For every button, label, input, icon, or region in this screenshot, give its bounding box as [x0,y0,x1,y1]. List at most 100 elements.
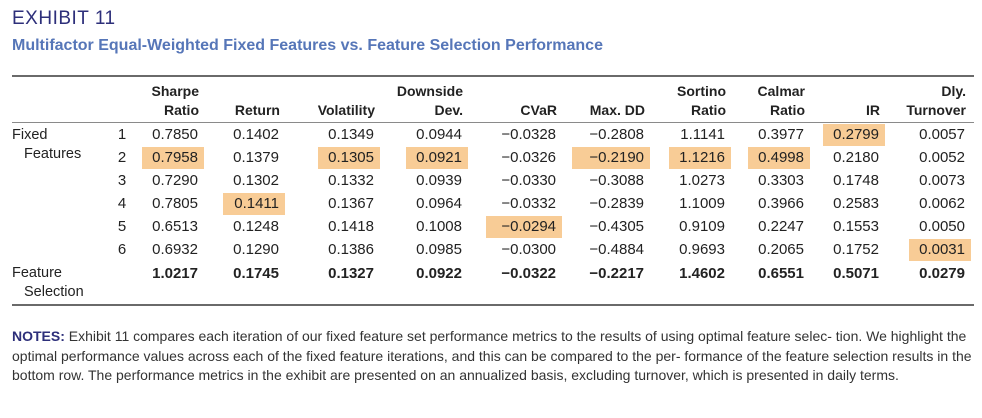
selection-cell: −0.2217 [589,265,644,282]
column-header-line2: Return [234,102,280,118]
table-cell: 0.3303 [758,172,804,189]
selection-cell: 0.6551 [758,265,804,282]
column-header: Dly. Turnover [876,82,966,120]
selection-cell: 0.1745 [233,265,279,282]
table-cell: 0.0073 [919,172,965,189]
table-cell: 0.2065 [758,241,804,258]
column-header-line1: Dly. [941,83,966,99]
column-header-line1 [285,82,375,101]
table-cell: −0.3088 [589,172,644,189]
column-header-line2: Turnover [906,102,966,118]
column-header: Sortino Ratio [636,82,726,120]
selection-cell: −0.0322 [501,265,556,282]
table-cell: 0.0921 [406,147,468,169]
column-header-line1 [467,82,557,101]
table-cell: −0.4884 [589,241,644,258]
table-cell: 0.0052 [919,149,965,166]
column-header: Return [190,82,280,120]
table-cell: −0.4305 [589,218,644,235]
column-header: Downside Dev. [373,82,463,120]
selection-cell: 0.0279 [919,265,965,282]
table-cell: 0.1402 [233,126,279,143]
table-cell: 0.0062 [919,195,965,212]
notes-label: NOTES: [12,328,65,344]
column-header-line1: Calmar [757,83,805,99]
column-header-line2: CVaR [520,102,557,118]
table-cell: −0.2190 [572,147,650,169]
table-cell: 0.7958 [142,147,204,169]
table-cell: 0.6932 [152,241,198,258]
table-cell: 0.2583 [833,195,879,212]
table-cell: 0.7805 [152,195,198,212]
column-header-line1: Downside [396,83,463,99]
selection-cell: 0.0922 [416,265,462,282]
table-cell: 1.1141 [680,126,725,143]
table-cell: −0.0332 [501,195,556,212]
row-number: 3 [117,172,127,189]
table-cell: 0.1553 [833,218,879,235]
table-cell: 0.1008 [416,218,462,235]
table-cell: 0.1349 [328,126,374,143]
column-header-line1: Sortino [677,83,726,99]
exhibit-label: EXHIBIT 11 [12,8,116,29]
table-cell: 0.1248 [233,218,279,235]
top-rule [12,75,974,77]
column-header: Volatility [285,82,375,120]
group-label-selection-line1: Feature [12,265,62,281]
table-cell: −0.2808 [589,126,644,143]
column-header-line2: Ratio [770,102,805,118]
table-cell: 0.1748 [833,172,879,189]
column-header: Sharpe Ratio [109,82,199,120]
table-cell: 0.0057 [919,126,965,143]
row-number: 5 [117,218,127,235]
table-cell: 0.0985 [416,241,462,258]
column-header-line2: Volatility [317,102,375,118]
column-header: IR [790,82,880,120]
table-cell: 0.6513 [152,218,198,235]
table-cell: 0.9109 [679,218,725,235]
table-cell: 0.4998 [748,147,810,169]
table-cell: 0.1379 [233,149,279,166]
table-cell: 1.0273 [679,172,725,189]
table-cell: 0.0944 [416,126,462,143]
row-number: 2 [117,149,127,166]
table-cell: 0.7850 [152,126,198,143]
notes-text: Exhibit 11 compares each iteration of ou… [12,328,972,383]
exhibit-title: Multifactor Equal-Weighted Fixed Feature… [12,37,603,54]
column-header-line1: Sharpe [151,83,199,99]
selection-cell: 0.1327 [328,265,374,282]
selection-cell: 1.0217 [152,265,198,282]
row-number: 6 [117,241,127,258]
table-cell: 0.1302 [233,172,279,189]
table-cell: 0.0939 [416,172,462,189]
group-label-fixed-line2: Features [24,146,82,162]
column-header-line2: Dev. [434,102,463,118]
table-cell: −0.0330 [501,172,556,189]
selection-cell: 1.4602 [679,265,725,282]
table-cell: −0.0300 [501,241,556,258]
table-cell: 0.0050 [919,218,965,235]
table-cell: 0.0964 [416,195,462,212]
table-cell: 0.1332 [328,172,374,189]
column-header: CVaR [467,82,557,120]
group-label-fixed: Fixed Features [12,126,81,164]
notes: NOTES: Exhibit 11 compares each iteratio… [12,327,972,386]
column-header: Calmar Ratio [715,82,805,120]
column-header-line1 [790,82,880,101]
bottom-rule [12,304,974,306]
table-cell: 0.1386 [328,241,374,258]
table-cell: −0.0328 [501,126,556,143]
table-cell: 0.7290 [152,172,198,189]
column-header-line2: Max. DD [589,102,645,118]
row-number: 4 [117,195,127,212]
table-cell: 0.3966 [758,195,804,212]
table-cell: −0.2839 [589,195,644,212]
table-cell: 0.1305 [318,147,380,169]
group-label-fixed-line1: Fixed [12,127,48,143]
group-label-selection: Feature Selection [12,264,84,302]
table-cell: 0.1418 [328,218,374,235]
table-cell: −0.0326 [501,149,556,166]
table-cell: 1.1009 [679,195,725,212]
column-header-line1 [190,82,280,101]
table-cell: 0.9693 [679,241,725,258]
